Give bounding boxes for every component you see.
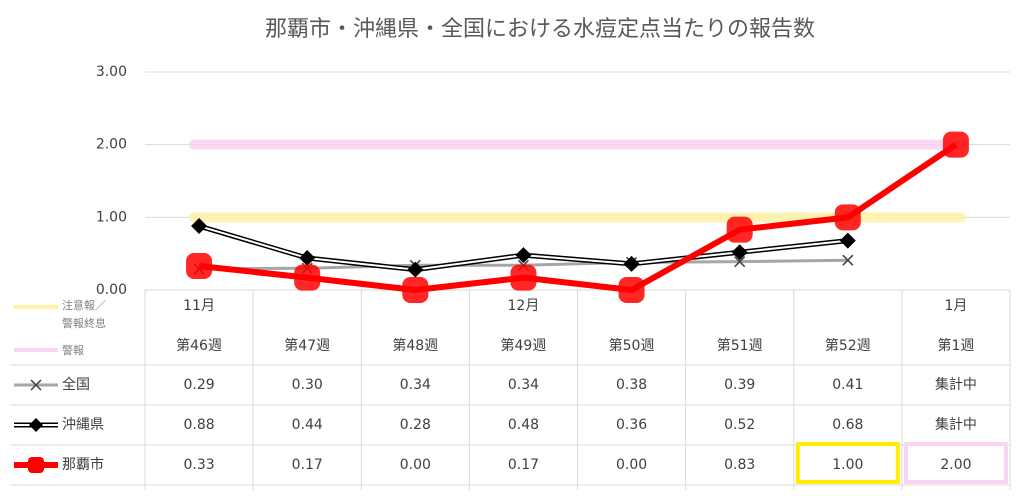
marker (731, 244, 748, 261)
legend-label-box: 警報 (62, 344, 84, 357)
data-label: 0.83 (724, 457, 755, 473)
data-label: 集計中 (935, 376, 977, 393)
data-label: 0.41 (832, 377, 863, 393)
data-label: 0.17 (508, 457, 539, 473)
data-label: 0.38 (616, 377, 647, 393)
marker (407, 261, 424, 278)
x-tick-label: 第50週 (609, 337, 655, 354)
marker (839, 232, 856, 249)
marker (186, 253, 213, 280)
marker (942, 131, 969, 158)
data-label: 0.33 (183, 457, 214, 473)
data-label: 0.30 (292, 377, 323, 393)
marker (623, 255, 640, 272)
marker (402, 277, 429, 303)
legend-marker (28, 457, 44, 473)
legend-label-box: 注意報／警報終息 (62, 299, 106, 330)
legend-label: 注意報／警報終息 (62, 299, 106, 330)
data-label: 0.29 (183, 377, 214, 393)
marker (734, 256, 746, 268)
highlight-box (795, 442, 900, 484)
month-label: 11月 (183, 298, 215, 314)
marker (191, 218, 208, 235)
y-tick-label: 1.00 (96, 209, 127, 225)
legend-label: 全国 (62, 376, 90, 393)
highlight-box (903, 442, 1008, 484)
data-label: 0.68 (832, 417, 863, 433)
marker (510, 264, 537, 291)
x-tick-label: 第1週 (937, 337, 974, 354)
data-label: 0.48 (508, 417, 539, 433)
marker (618, 277, 645, 303)
month-label: 1月 (944, 298, 967, 314)
data-label: 0.34 (508, 377, 539, 393)
y-tick-label: 0.00 (96, 282, 127, 298)
legend-label: 那覇市 (62, 456, 104, 473)
marker (294, 264, 321, 291)
legend-marker (30, 379, 42, 391)
data-label: 0.34 (400, 377, 431, 393)
data-label: 0.88 (183, 417, 214, 433)
x-tick-label: 第51週 (717, 337, 763, 354)
marker-stroke (734, 256, 746, 268)
marker (515, 247, 532, 264)
x-tick-label: 第46週 (176, 337, 222, 354)
data-label: 0.44 (292, 417, 323, 433)
x-tick-label: 第52週 (825, 337, 871, 354)
marker (299, 250, 316, 267)
marker (726, 216, 753, 243)
series-line (198, 142, 958, 293)
month-label: 12月 (508, 298, 540, 314)
legend-label: 警報 (62, 344, 84, 357)
x-tick-label: 第47週 (284, 337, 330, 354)
data-label: 0.00 (616, 457, 647, 473)
legend-label: 沖縄県 (62, 417, 104, 433)
y-tick-label: 3.00 (96, 64, 127, 80)
data-label: 1.00 (832, 457, 863, 473)
data-label: 0.39 (724, 377, 755, 393)
data-label: 0.52 (724, 417, 755, 433)
x-tick-label: 第48週 (392, 337, 438, 354)
data-label: 0.36 (616, 417, 647, 433)
marker-stroke (842, 254, 854, 266)
data-label: 0.28 (400, 417, 431, 433)
legend-marker (29, 418, 43, 432)
marker (842, 254, 854, 266)
data-label: 集計中 (935, 416, 977, 433)
data-label: 2.00 (940, 457, 971, 473)
chart-title: 那覇市・沖縄県・全国における水痘定点当たりの報告数 (265, 17, 815, 42)
data-label: 0.17 (292, 457, 323, 473)
x-tick-label: 第49週 (501, 337, 547, 354)
y-tick-label: 2.00 (96, 137, 127, 153)
marker (834, 204, 861, 231)
data-label: 0.00 (400, 457, 431, 473)
